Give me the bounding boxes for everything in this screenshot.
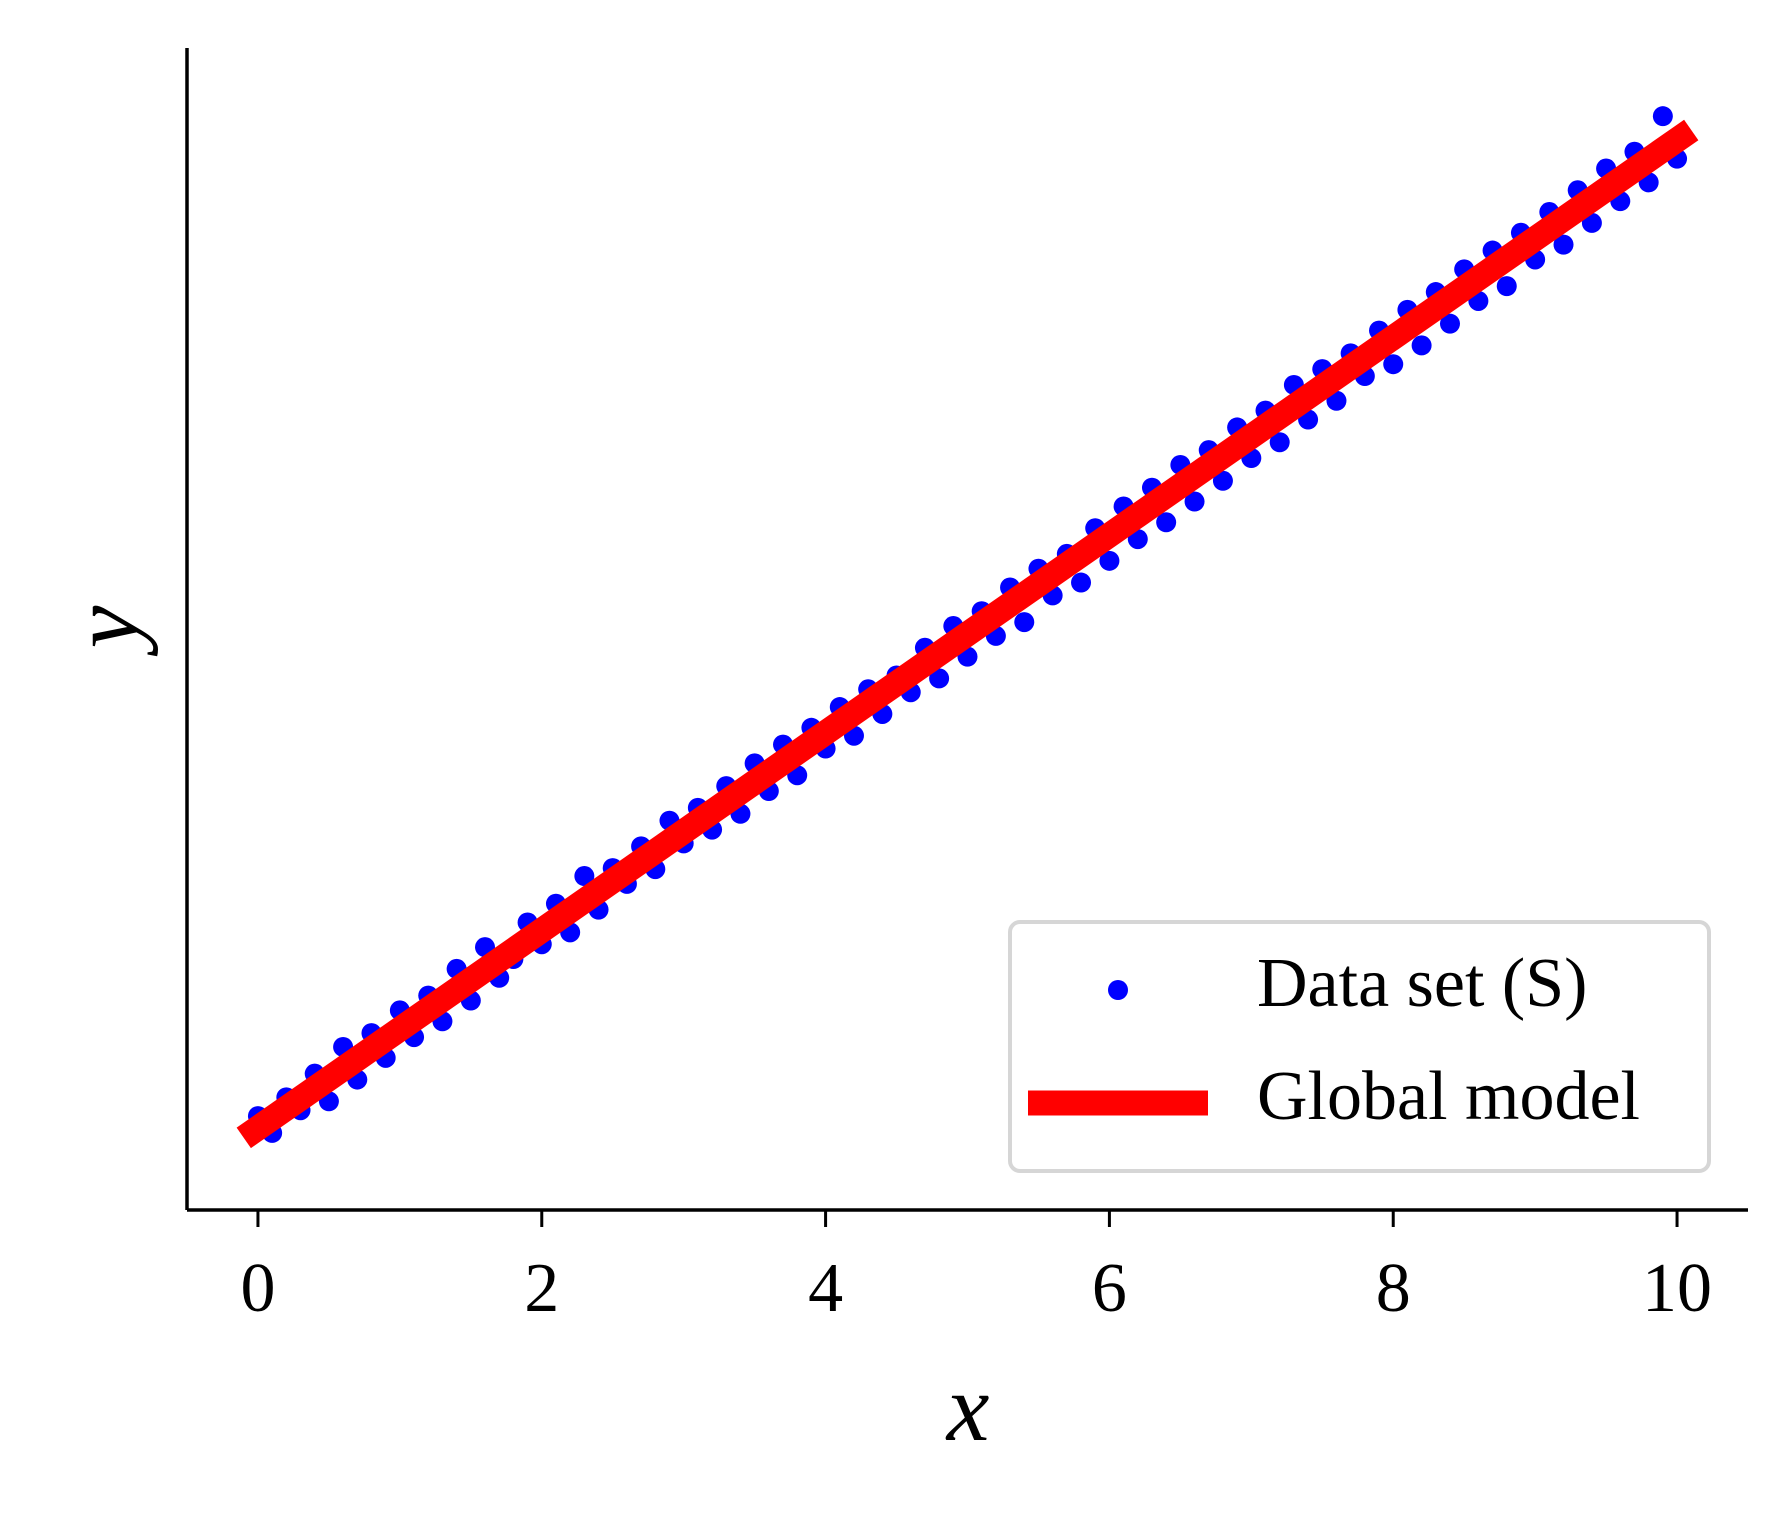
data-point xyxy=(1127,529,1148,550)
data-point xyxy=(1184,491,1205,512)
data-point xyxy=(1581,212,1602,233)
x-tick-label: 8 xyxy=(1376,1250,1411,1327)
x-tick-label: 0 xyxy=(240,1250,275,1327)
data-point xyxy=(574,866,595,887)
legend: Data set (S) Global model xyxy=(1008,920,1711,1173)
data-point xyxy=(1212,470,1233,491)
model-line xyxy=(236,119,1699,1149)
legend-marker xyxy=(1108,980,1128,1000)
data-point xyxy=(1156,512,1177,533)
x-tick-label: 2 xyxy=(524,1250,559,1327)
x-axis-label: x xyxy=(945,1354,990,1461)
x-tick-label: 6 xyxy=(1092,1250,1127,1327)
data-point xyxy=(1269,432,1290,453)
data-point xyxy=(1652,106,1673,127)
x-tick-label: 4 xyxy=(808,1250,843,1327)
data-point xyxy=(929,668,950,689)
data-point xyxy=(1014,612,1035,633)
data-point xyxy=(1553,234,1574,255)
data-point xyxy=(1383,354,1404,375)
legend-label: Global model xyxy=(1257,1058,1640,1135)
y-axis-label: y xyxy=(51,605,158,657)
data-point xyxy=(1071,572,1092,593)
data-point xyxy=(1439,313,1460,334)
x-tick-label: 10 xyxy=(1642,1250,1712,1327)
data-point xyxy=(1411,335,1432,356)
legend-label: Data set (S) xyxy=(1257,945,1587,1022)
data-point xyxy=(1496,276,1517,297)
data-point xyxy=(1326,390,1347,411)
data-point xyxy=(1099,550,1120,571)
